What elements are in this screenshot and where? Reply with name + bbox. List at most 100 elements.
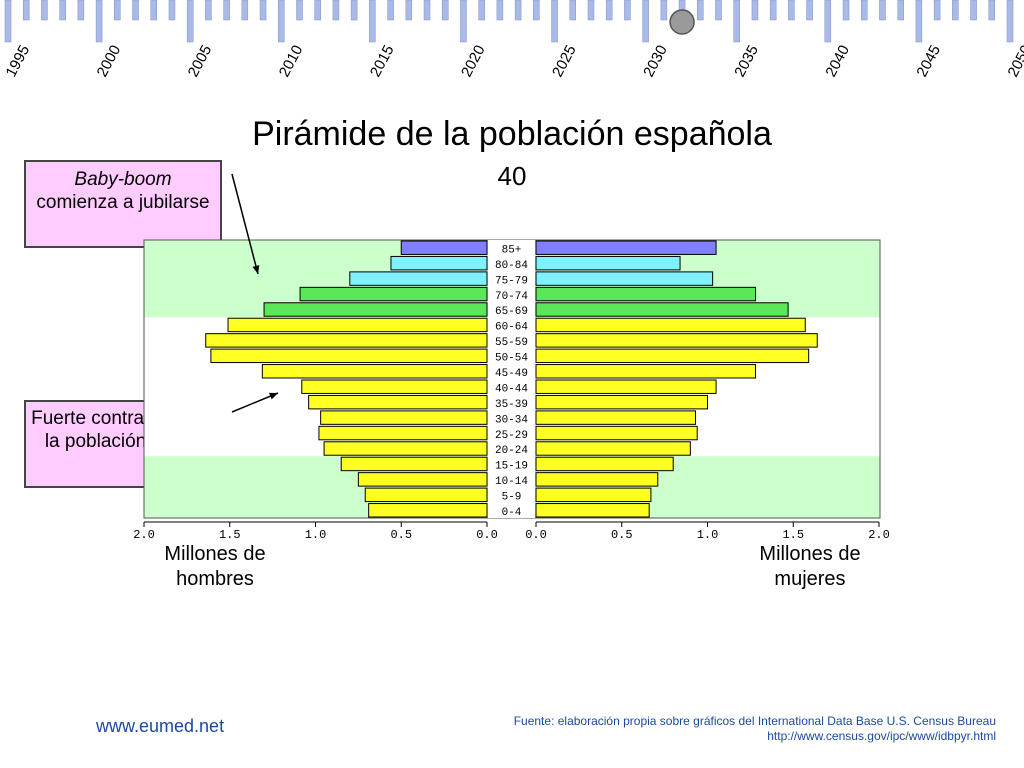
bar-women-70-74 xyxy=(535,286,757,302)
bar-women-75-79 xyxy=(535,271,714,286)
age-group-label: 40-44 xyxy=(495,383,528,395)
bar-men-0-4 xyxy=(368,503,488,518)
age-group-label: 25-29 xyxy=(495,430,528,442)
x-tick-label-men: 2.0 xyxy=(133,528,155,542)
bar-men-55-59 xyxy=(205,333,488,348)
timeline-tick xyxy=(387,0,394,21)
timeline-tick xyxy=(132,0,139,21)
age-group-label: 45-49 xyxy=(495,368,528,380)
timeline-tick xyxy=(551,0,558,43)
bar-women-10-14 xyxy=(535,472,659,487)
timeline-tick xyxy=(95,0,103,43)
x-tick-label-men: 0.5 xyxy=(390,528,412,542)
bar-women-20-24 xyxy=(535,441,691,456)
age-group-label: 60-64 xyxy=(495,322,528,334)
age-group-label: 80-84 xyxy=(495,260,528,272)
annotation-text: comienza a jubilarse xyxy=(36,192,210,213)
bar-men-60-64 xyxy=(227,317,488,333)
timeline-tick xyxy=(587,0,595,21)
page-title: Pirámide de la población española xyxy=(252,115,772,153)
source-text: Fuente: elaboración propia sobre gráfico… xyxy=(513,714,996,728)
bar-men-85+ xyxy=(400,240,488,255)
x-axis-label-men: Millones de hombres xyxy=(164,543,266,590)
timeline-tick xyxy=(314,0,321,21)
x-tick-label-men: 0.0 xyxy=(476,528,498,542)
timeline-tick xyxy=(1006,0,1014,43)
timeline-tick xyxy=(751,0,759,21)
age-group-label: 50-54 xyxy=(495,353,528,365)
timeline-tick xyxy=(59,0,66,21)
timeline-tick xyxy=(4,0,12,43)
timeline-slider-handle[interactable] xyxy=(669,9,695,35)
timeline-tick xyxy=(897,0,904,21)
timeline-tick xyxy=(296,0,303,21)
bar-women-65-69 xyxy=(535,302,789,317)
timeline-tick xyxy=(569,0,577,21)
annotation-baby-boom: Baby-boom comienza a jubilarse xyxy=(24,160,222,248)
timeline-tick xyxy=(642,0,649,43)
year-timeline[interactable]: 1995 2000 2005 2010 2015 2020 2025 2030 2035 2040… xyxy=(0,0,1024,110)
age-group-label: 30-34 xyxy=(495,414,528,426)
bar-men-35-39 xyxy=(308,394,488,410)
x-axis-label-women: Millones de mujeres xyxy=(759,543,861,590)
timeline-tick xyxy=(970,0,977,21)
age-group-label: 35-39 xyxy=(495,399,528,411)
age-group-label: 75-79 xyxy=(495,275,528,287)
timeline-tick xyxy=(441,0,449,21)
timeline-tick xyxy=(769,0,777,21)
x-tick-label-women: 0.0 xyxy=(525,528,547,542)
timeline-tick xyxy=(496,0,504,21)
arrow-working-population-head xyxy=(269,392,278,400)
source-url[interactable]: http://www.census.gov/ipc/www/idbpyr.htm… xyxy=(767,729,996,743)
timeline-tick xyxy=(150,0,157,21)
timeline-tick xyxy=(733,0,740,43)
timeline-tick xyxy=(259,0,267,21)
timeline-tick xyxy=(205,0,212,21)
timeline-tick xyxy=(514,0,522,21)
bar-men-15-19 xyxy=(340,456,488,472)
arrow-working-population xyxy=(231,392,279,413)
timeline-tick xyxy=(842,0,850,21)
x-tick-label-women: 1.5 xyxy=(782,528,804,542)
timeline-tick xyxy=(605,0,613,21)
bar-women-0-4 xyxy=(535,503,650,518)
timeline-tick xyxy=(369,0,376,43)
bar-women-25-29 xyxy=(535,425,698,441)
bar-women-80-84 xyxy=(535,255,681,271)
x-tick-label-women: 0.5 xyxy=(611,528,633,542)
age-group-label: 85+ xyxy=(502,244,522,256)
bar-men-75-79 xyxy=(349,271,488,286)
timeline-tick xyxy=(952,0,959,21)
timeline-tick xyxy=(806,0,813,21)
age-group-label: 5-9 xyxy=(502,492,522,504)
site-link[interactable]: www.eumed.net xyxy=(96,716,225,736)
bar-men-80-84 xyxy=(390,255,488,271)
timeline-tick xyxy=(915,0,923,43)
source-note: Fuente: elaboración propia sobre gráfico… xyxy=(514,714,996,744)
bar-men-5-9 xyxy=(364,487,488,503)
current-year-label: 40 xyxy=(497,161,527,191)
arrow-baby-boom xyxy=(231,173,259,275)
bar-women-40-44 xyxy=(535,379,717,394)
timeline-tick xyxy=(697,0,704,21)
bar-men-70-74 xyxy=(299,286,488,302)
timeline-tick xyxy=(22,0,30,21)
age-group-label: 70-74 xyxy=(495,291,528,303)
timeline-tick xyxy=(660,0,668,21)
x-tick-label-men: 1.0 xyxy=(305,528,327,542)
timeline-tick xyxy=(624,0,631,21)
timeline-tick xyxy=(715,0,722,21)
timeline-tick xyxy=(478,0,485,21)
timeline-tick xyxy=(423,0,431,21)
timeline-tick xyxy=(988,0,996,21)
timeline-tick xyxy=(861,0,868,21)
timeline-tick xyxy=(933,0,941,21)
arrow-baby-boom-head xyxy=(252,265,260,274)
timeline-tick xyxy=(533,0,540,21)
bar-women-85+ xyxy=(535,240,717,255)
timeline-tick xyxy=(788,0,795,21)
bar-men-20-24 xyxy=(323,441,488,456)
bar-men-30-34 xyxy=(320,410,488,425)
age-label-column xyxy=(488,240,535,518)
bar-women-55-59 xyxy=(535,333,818,348)
